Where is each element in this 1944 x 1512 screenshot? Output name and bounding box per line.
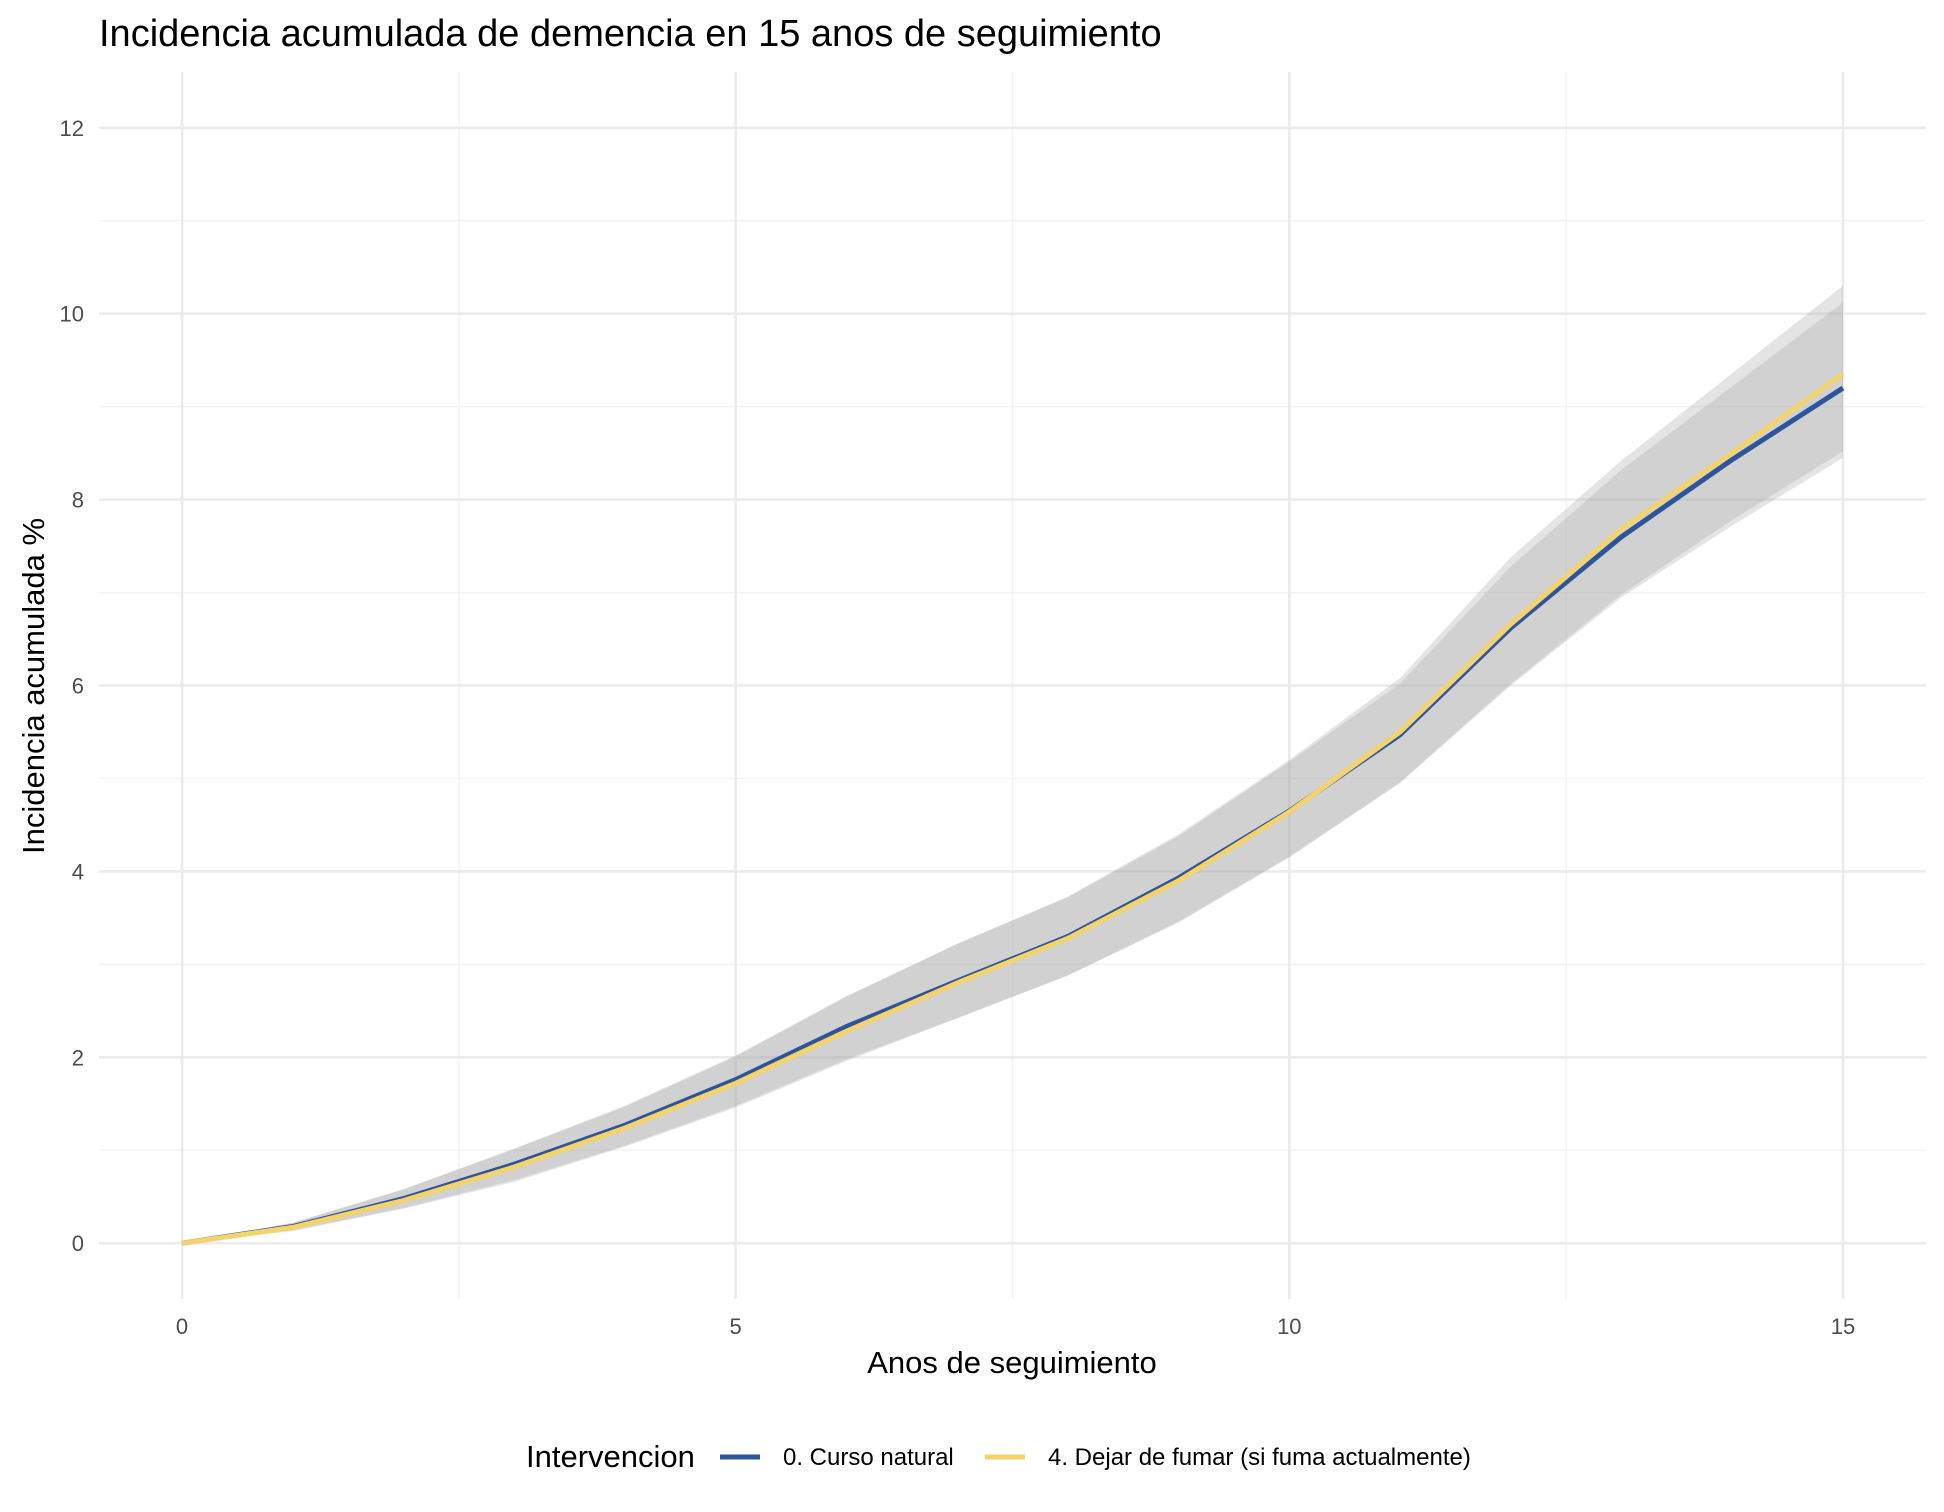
x-tick-label: 0 — [176, 1314, 188, 1339]
y-tick-label: 8 — [72, 488, 84, 513]
grid-minor — [99, 72, 1926, 1299]
x-axis-ticks: 0 5 10 15 — [176, 1314, 1855, 1339]
y-tick-label: 10 — [60, 302, 84, 327]
y-axis-title: Incidencia acumulada % — [16, 518, 51, 854]
series-lines — [181, 372, 1845, 1246]
y-tick-label: 12 — [60, 116, 84, 141]
legend-title: Intervencion — [526, 1439, 695, 1474]
y-tick-label: 0 — [72, 1231, 84, 1256]
y-tick-label: 4 — [72, 859, 84, 884]
series-line-1 — [181, 372, 1845, 1246]
x-tick-label: 5 — [730, 1314, 742, 1339]
chart-title: Incidencia acumulada de demencia en 15 a… — [99, 13, 1162, 55]
legend-label-series-1: 4. Dejar de fumar (si fuma actualmente) — [1048, 1444, 1471, 1471]
y-tick-label: 2 — [72, 1045, 84, 1070]
x-tick-label: 15 — [1831, 1314, 1855, 1339]
grid-major — [99, 72, 1926, 1299]
legend-label-series-0: 0. Curso natural — [783, 1444, 954, 1471]
legend-items: 0. Curso natural 4. Dejar de fumar (si fu… — [720, 1444, 1471, 1471]
x-axis-title: Anos de seguimiento — [867, 1345, 1157, 1380]
y-tick-label: 6 — [72, 674, 84, 699]
x-tick-label: 10 — [1277, 1314, 1301, 1339]
legend: Intervencion 0. Curso natural 4. Dejar de… — [526, 1439, 1471, 1474]
y-axis-ticks: 0 2 4 6 8 10 12 — [60, 116, 84, 1256]
